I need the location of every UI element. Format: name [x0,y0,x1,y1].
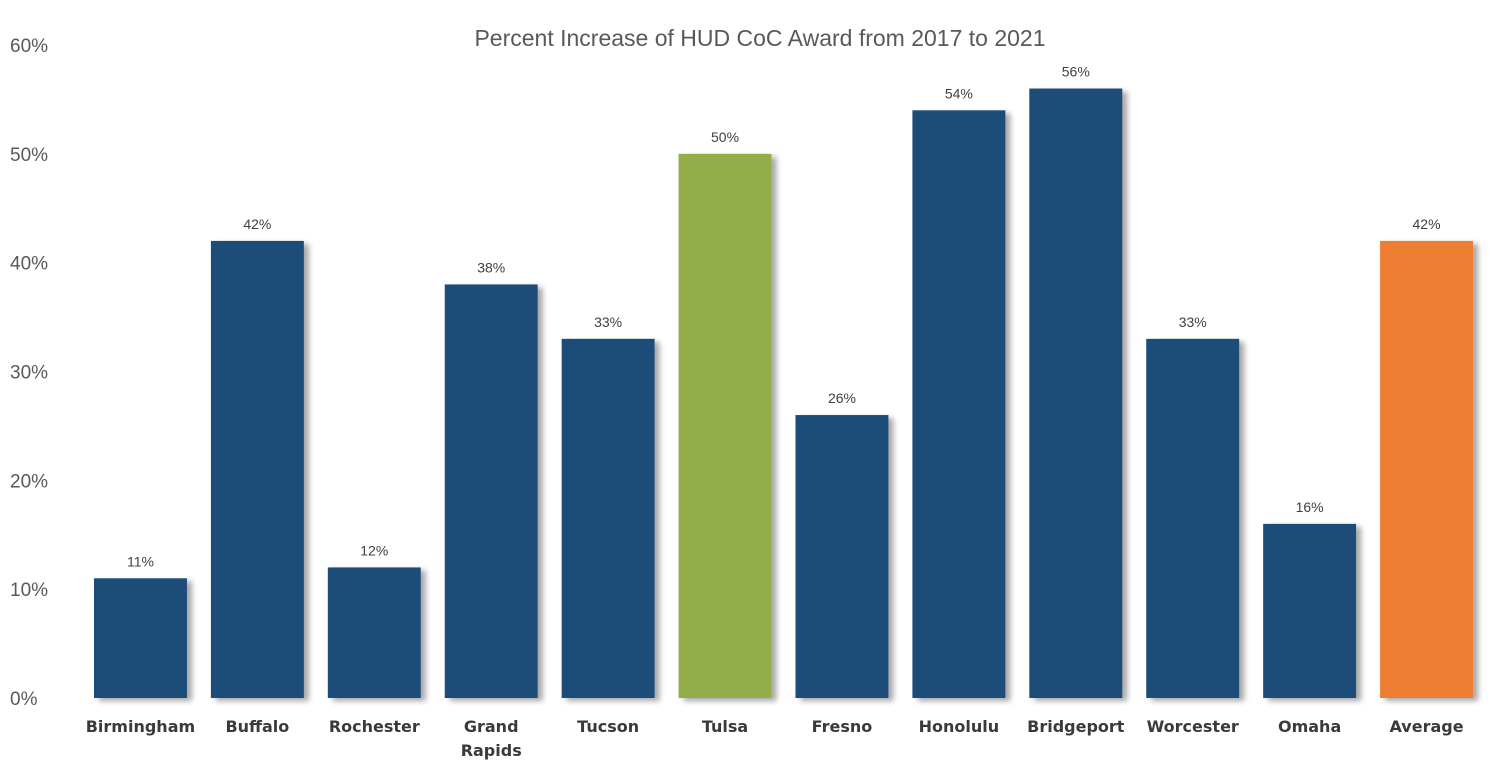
bar [678,153,772,699]
y-tick-label: 10% [10,580,48,601]
x-tick-label: Birmingham [86,717,195,736]
data-labels-group: 11% 42% 12% 38% 33% 50% 26% 54% 56% 33% 16% 42% [127,64,1441,570]
data-label: 54% [945,85,973,101]
bar [912,110,1006,699]
data-label: 38% [477,259,505,275]
data-label: 50% [711,129,739,145]
chart-title: Percent Increase of HUD CoC Award from 2… [474,25,1045,51]
data-label: 33% [594,314,622,330]
x-tick-label: Fresno [812,717,873,736]
bar [795,415,889,698]
x-tick-label: Tulsa [702,717,748,736]
y-tick-label: 50% [10,145,48,166]
bar [1263,523,1357,698]
bar [444,284,538,698]
y-tick-label: 30% [10,363,48,384]
bars-group [93,88,1474,699]
x-tick-label: Rochester [329,717,420,736]
bar [1380,240,1474,698]
data-label: 33% [1179,314,1207,330]
x-tick-label: Honolulu [919,717,1000,736]
bar [210,240,304,698]
data-label: 42% [1413,216,1441,232]
data-label: 26% [828,390,856,406]
y-axis: 0% 10% 20% 30% 40% 50% 60% [10,36,48,710]
bar [327,567,421,698]
x-tick-label: Buffalo [225,717,289,736]
x-tick-label: Tucson [577,717,639,736]
data-label: 42% [243,216,271,232]
y-tick-label: 20% [10,471,48,492]
bar [561,338,655,698]
x-tick-label: Worcester [1147,717,1239,736]
bar [1146,338,1240,698]
bar [93,578,187,698]
data-label: 56% [1062,64,1090,80]
x-tick-label: Rapids [461,741,522,760]
y-tick-label: 40% [10,254,48,275]
data-label: 12% [360,542,388,558]
x-tick-label: Bridgeport [1027,717,1125,736]
y-tick-label: 0% [10,689,38,710]
data-label: 11% [127,553,154,569]
y-tick-label: 60% [10,36,48,57]
x-tick-label: Grand [464,717,519,736]
x-axis: Birmingham Buffalo Rochester Grand Rapids Tuc… [86,717,1464,760]
bar [1029,88,1123,699]
x-tick-label: Average [1389,717,1463,736]
data-label: 16% [1296,499,1324,515]
x-tick-label: Omaha [1278,717,1341,736]
